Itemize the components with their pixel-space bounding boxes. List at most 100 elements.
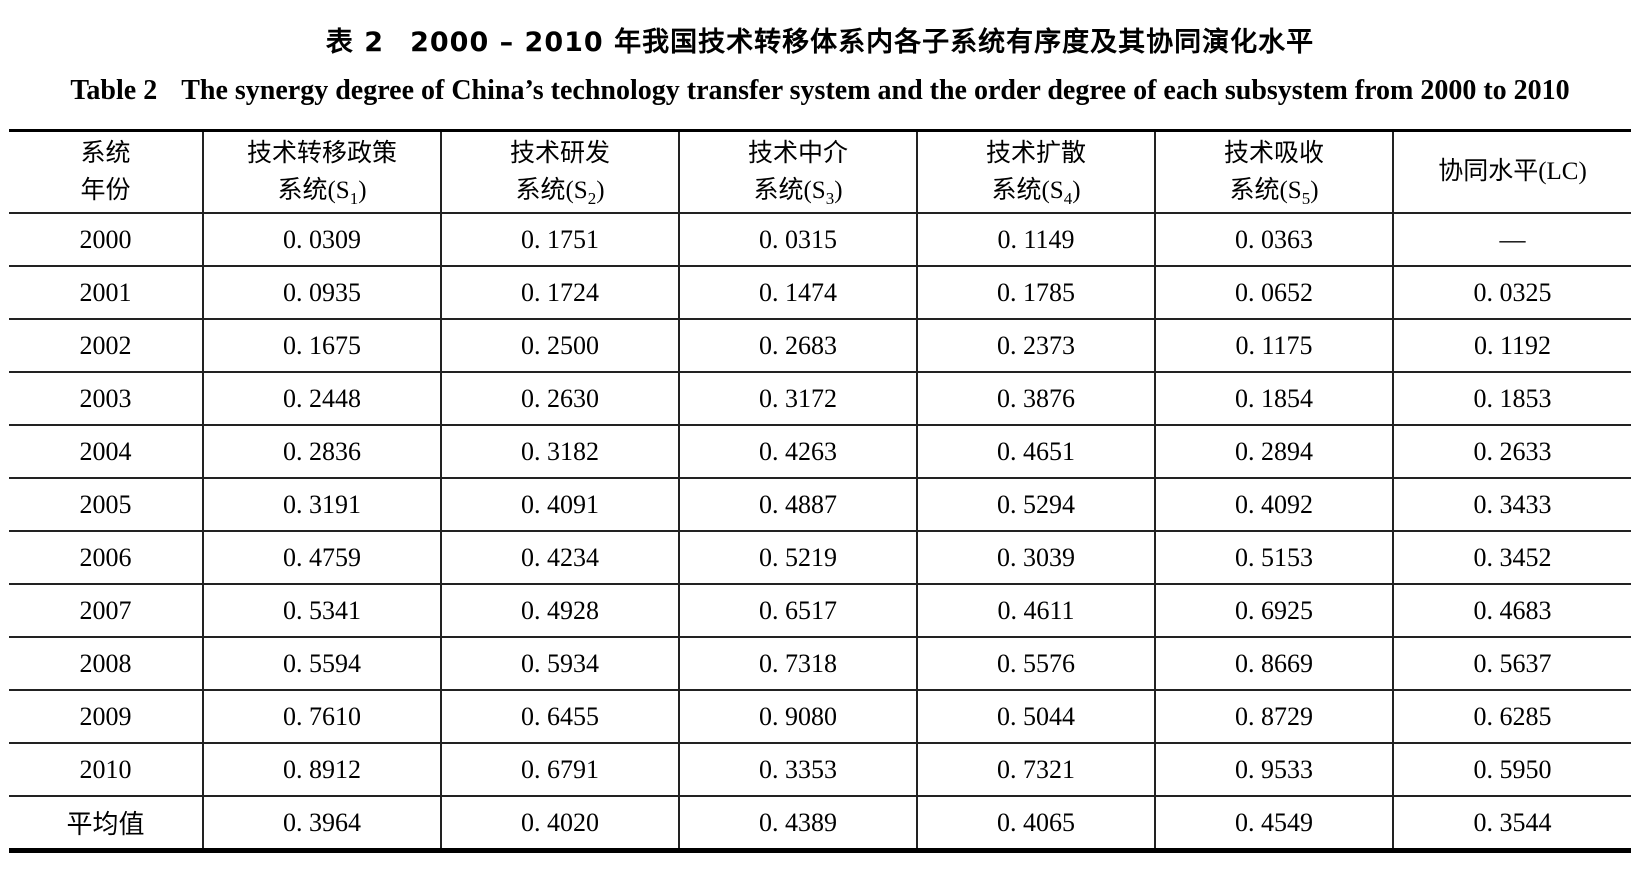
caption-en-text: The synergy degree of China’s technology… <box>181 75 1570 106</box>
value-cell: 0. 2894 <box>1154 425 1393 479</box>
value-cell: 0. 4611 <box>916 584 1155 638</box>
header-text: 系统(S <box>1229 177 1302 204</box>
value-cell: 0. 1474 <box>678 266 917 320</box>
value-cell: — <box>1392 213 1631 267</box>
value-cell: 0. 1751 <box>440 213 679 267</box>
value-cell: 0. 4065 <box>916 796 1155 851</box>
value-cell: 0. 1724 <box>440 266 679 320</box>
table-row: 2002 0. 1675 0. 2500 0. 2683 0. 2373 0. 1175 0… <box>9 319 1631 373</box>
value-cell: 0. 8912 <box>202 743 441 797</box>
header-line1: 技术扩散 <box>985 140 1086 167</box>
value-cell: 0. 5576 <box>916 637 1155 691</box>
header-text: ) <box>596 177 605 204</box>
value-cell: 0. 2448 <box>202 372 441 426</box>
table-row: 2010 0. 8912 0. 6791 0. 3353 0. 7321 0. 9533 0… <box>9 743 1631 797</box>
row-label-year: 2009 <box>9 690 203 744</box>
header-line2: 系统(S4) <box>918 172 1154 209</box>
value-cell: 0. 1785 <box>916 266 1155 320</box>
header-text: 系统(S <box>515 177 588 204</box>
header-year-system: 系统 年份 <box>9 130 203 214</box>
header-line2: 年份 <box>9 172 202 209</box>
header-subscript: 1 <box>349 189 359 208</box>
value-cell: 0. 5594 <box>202 637 441 691</box>
header-line2: 系统(S2) <box>442 172 678 209</box>
table-row: 2005 0. 3191 0. 4091 0. 4887 0. 5294 0. 4092 0… <box>9 478 1631 532</box>
header-intermediary-system-s3: 技术中介 系统(S3) <box>678 130 917 214</box>
row-label-year: 2005 <box>9 478 203 532</box>
table-body: 2000 0. 0309 0. 1751 0. 0315 0. 1149 0. 0363—… <box>9 213 1631 851</box>
value-cell: 0. 8729 <box>1154 690 1393 744</box>
table-row: 2006 0. 4759 0. 4234 0. 5219 0. 3039 0. 5153 0… <box>9 531 1631 585</box>
value-cell: 0. 7318 <box>678 637 917 691</box>
value-cell: 0. 0315 <box>678 213 917 267</box>
table-row: 2000 0. 0309 0. 1751 0. 0315 0. 1149 0. 0363— <box>9 213 1631 267</box>
header-row: 系统 年份 技术转移政策 系统(S1) 技术研发 系统(S2) 技术中介 系统(… <box>9 130 1631 214</box>
caption-cn-text: 2000 – 2010 年我国技术转移体系内各子系统有序度及其协同演化水平 <box>410 27 1315 58</box>
table-caption-english: Table 2 The synergy degree of China’s tec… <box>0 75 1640 107</box>
header-text: 系统(S <box>991 177 1064 204</box>
header-text: ) <box>358 177 367 204</box>
value-cell: 0. 8669 <box>1154 637 1393 691</box>
value-cell: 0. 2500 <box>440 319 679 373</box>
table-row: 2004 0. 2836 0. 3182 0. 4263 0. 4651 0. 2894 0… <box>9 425 1631 479</box>
table-header: 系统 年份 技术转移政策 系统(S1) 技术研发 系统(S2) 技术中介 系统(… <box>9 130 1631 214</box>
value-cell: 0. 4092 <box>1154 478 1393 532</box>
value-cell: 0. 0309 <box>202 213 441 267</box>
header-rd-system-s2: 技术研发 系统(S2) <box>440 130 679 214</box>
value-cell: 0. 2683 <box>678 319 917 373</box>
row-label-year: 2003 <box>9 372 203 426</box>
value-cell: 0. 4020 <box>440 796 679 851</box>
header-line1: 技术研发 <box>509 140 610 167</box>
value-cell: 0. 9080 <box>678 690 917 744</box>
caption-en-label: Table 2 <box>70 75 158 106</box>
value-cell: 0. 0363 <box>1154 213 1393 267</box>
header-line1: 技术转移政策 <box>246 140 397 167</box>
table-row: 平均值 0. 3964 0. 4020 0. 4389 0. 4065 0. 4549 0.… <box>9 796 1631 851</box>
table-row: 2007 0. 5341 0. 4928 0. 6517 0. 4611 0. 6925 0… <box>9 584 1631 638</box>
value-cell: 0. 4651 <box>916 425 1155 479</box>
header-text: ) <box>1072 177 1081 204</box>
value-cell: 0. 3964 <box>202 796 441 851</box>
header-text: ) <box>1310 177 1319 204</box>
value-cell: 0. 3876 <box>916 372 1155 426</box>
header-line1: 技术中介 <box>747 140 848 167</box>
value-cell: 0. 4759 <box>202 531 441 585</box>
header-subscript: 3 <box>825 189 835 208</box>
value-cell: 0. 2633 <box>1392 425 1631 479</box>
header-text: 系统(S <box>753 177 826 204</box>
value-cell: 0. 3544 <box>1392 796 1631 851</box>
header-text: 年份 <box>80 177 131 204</box>
value-cell: 0. 0935 <box>202 266 441 320</box>
header-text: 协同水平(LC) <box>1438 158 1587 185</box>
value-cell: 0. 1175 <box>1154 319 1393 373</box>
table-row: 2003 0. 2448 0. 2630 0. 3172 0. 3876 0. 1854 0… <box>9 372 1631 426</box>
header-subscript: 2 <box>587 189 597 208</box>
value-cell: 0. 6925 <box>1154 584 1393 638</box>
value-cell: 0. 4389 <box>678 796 917 851</box>
row-label-year: 2001 <box>9 266 203 320</box>
value-cell: 0. 4683 <box>1392 584 1631 638</box>
value-cell: 0. 9533 <box>1154 743 1393 797</box>
value-cell: 0. 6791 <box>440 743 679 797</box>
value-cell: 0. 3353 <box>678 743 917 797</box>
header-line2: 系统(S1) <box>204 172 440 209</box>
value-cell: 0. 7321 <box>916 743 1155 797</box>
value-cell: 0. 5950 <box>1392 743 1631 797</box>
header-absorption-system-s5: 技术吸收 系统(S5) <box>1154 130 1393 214</box>
table-row: 2008 0. 5594 0. 5934 0. 7318 0. 5576 0. 8669 0… <box>9 637 1631 691</box>
header-text: ) <box>834 177 843 204</box>
value-cell: 0. 6517 <box>678 584 917 638</box>
value-cell: 0. 0325 <box>1392 266 1631 320</box>
value-cell: 0. 3191 <box>202 478 441 532</box>
value-cell: 0. 7610 <box>202 690 441 744</box>
row-label-year: 2000 <box>9 213 203 267</box>
value-cell: 0. 4928 <box>440 584 679 638</box>
value-cell: 0. 4234 <box>440 531 679 585</box>
value-cell: 0. 4549 <box>1154 796 1393 851</box>
synergy-degree-table: 系统 年份 技术转移政策 系统(S1) 技术研发 系统(S2) 技术中介 系统(… <box>9 129 1631 853</box>
value-cell: 0. 6285 <box>1392 690 1631 744</box>
header-policy-system-s1: 技术转移政策 系统(S1) <box>202 130 441 214</box>
header-line2: 系统(S5) <box>1156 172 1392 209</box>
value-cell: 0. 4091 <box>440 478 679 532</box>
value-cell: 0. 3182 <box>440 425 679 479</box>
